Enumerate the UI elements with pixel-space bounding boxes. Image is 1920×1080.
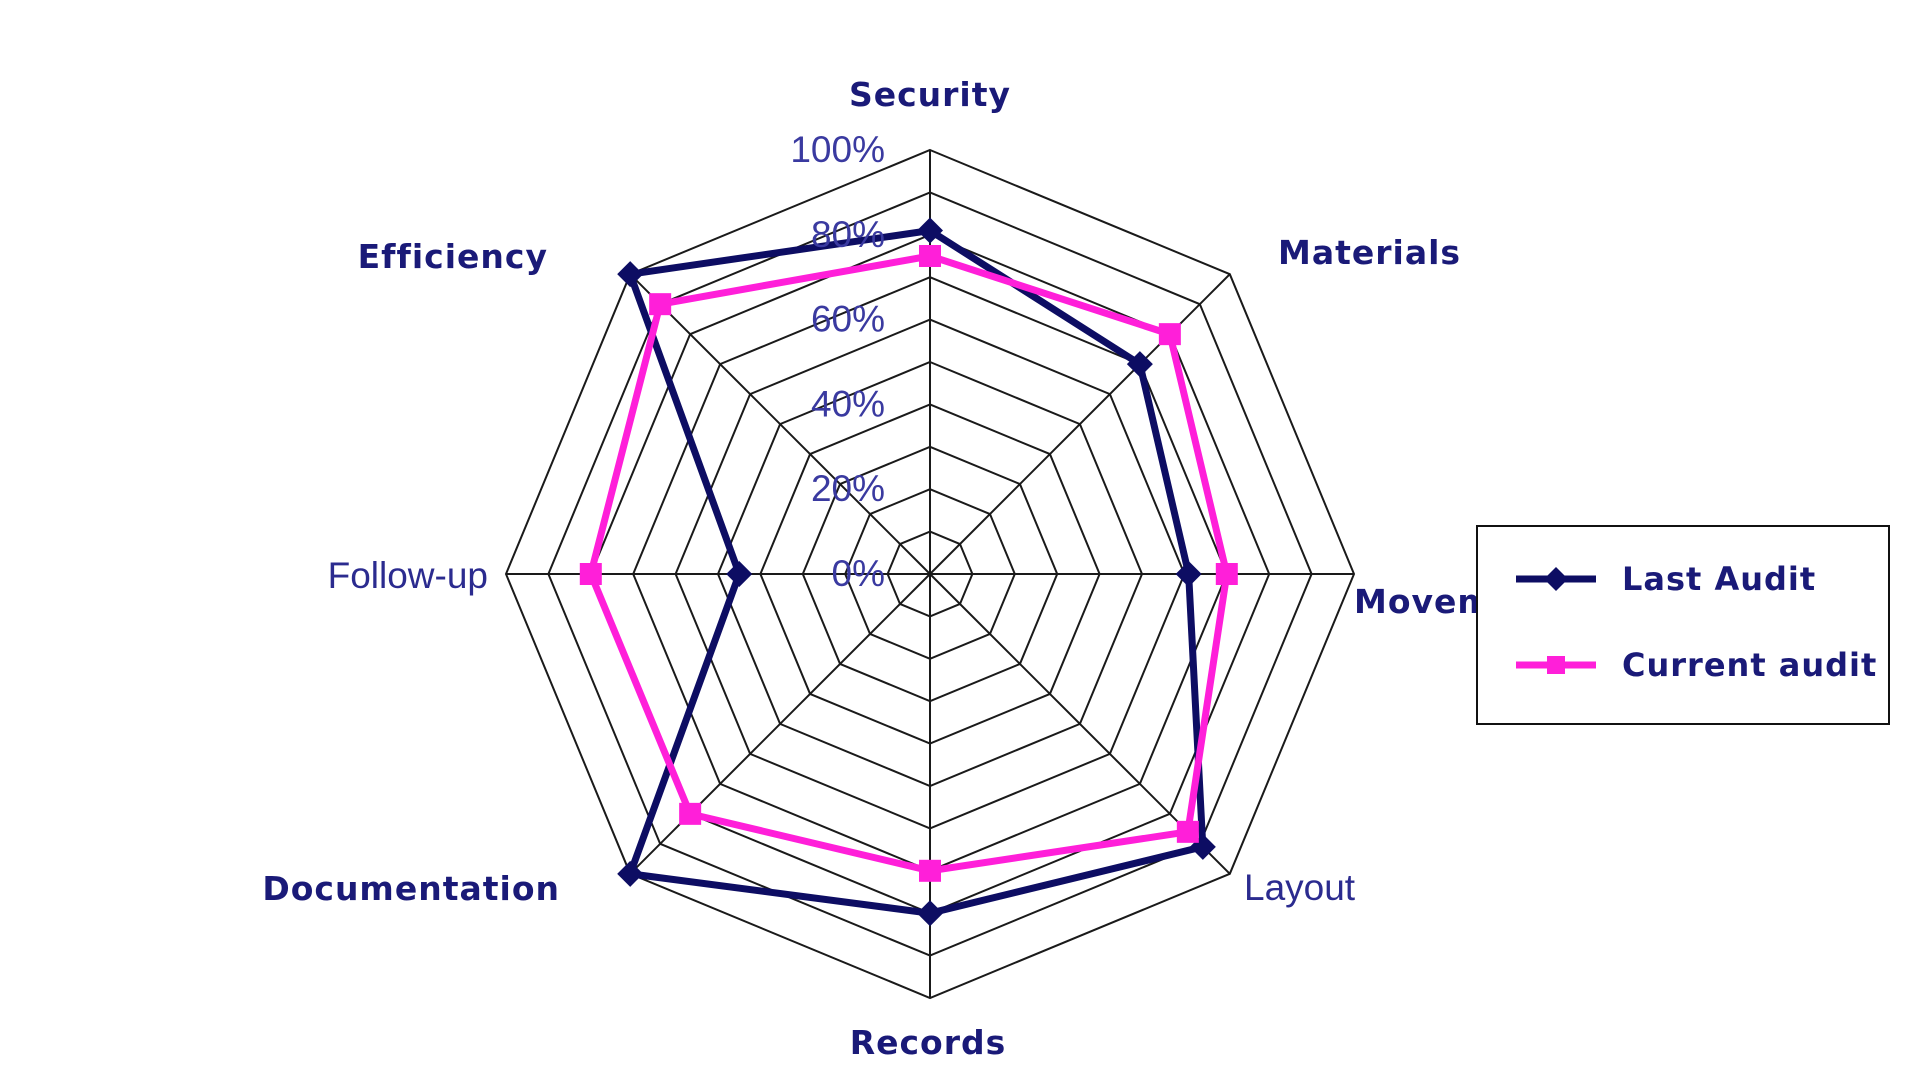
- tick-label: 100%: [790, 129, 885, 170]
- axis-labels: SecurityMaterialsMovementLayoutRecordsDo…: [262, 75, 1556, 1062]
- data-point: [579, 563, 602, 585]
- series-line-last-audit: [625, 226, 1207, 917]
- axis-label-follow-up: Follow-up: [328, 555, 488, 596]
- tick-label: 20%: [811, 468, 885, 509]
- tick-labels: 0% 20% 40% 60% 80% 100%: [790, 129, 885, 594]
- data-point: [1126, 351, 1153, 378]
- axis-label-documentation: Documentation: [262, 869, 560, 908]
- data-point: [649, 293, 672, 316]
- legend-item-current-audit: Current audit: [1514, 645, 1877, 685]
- axis-label-efficiency: Efficiency: [358, 237, 548, 276]
- data-point: [1176, 820, 1199, 843]
- data-point: [917, 900, 943, 927]
- series-current-audit: [579, 245, 1238, 882]
- series-line-current-audit: [587, 252, 1231, 875]
- series-layer: [579, 217, 1238, 927]
- legend-item-last-audit: Last Audit: [1514, 559, 1816, 599]
- axis-spoke: [629, 273, 931, 575]
- data-point: [1175, 561, 1202, 587]
- legend: Last Audit Current audit: [1476, 525, 1890, 725]
- data-point: [1215, 563, 1238, 585]
- data-point: [919, 859, 941, 882]
- data-point: [917, 217, 943, 244]
- data-point: [726, 561, 753, 587]
- axis-label-layout: Layout: [1244, 867, 1356, 908]
- legend-label-current-audit: Current audit: [1622, 646, 1878, 684]
- legend-label-last-audit: Last Audit: [1622, 560, 1817, 598]
- legend-swatch-current-audit: [1514, 645, 1598, 685]
- tick-label: 60%: [811, 299, 885, 340]
- data-point: [679, 802, 702, 825]
- data-point: [617, 261, 644, 288]
- legend-swatch-last-audit: [1514, 559, 1598, 599]
- tick-label: 40%: [811, 383, 885, 424]
- tick-label: 80%: [811, 214, 885, 255]
- data-point: [1158, 323, 1181, 346]
- axis-label-materials: Materials: [1278, 233, 1461, 272]
- axis-label-records: Records: [850, 1023, 1007, 1062]
- axis-label-security: Security: [849, 75, 1011, 114]
- data-point: [617, 860, 644, 887]
- tick-label: 0%: [832, 553, 885, 594]
- data-point: [919, 245, 941, 267]
